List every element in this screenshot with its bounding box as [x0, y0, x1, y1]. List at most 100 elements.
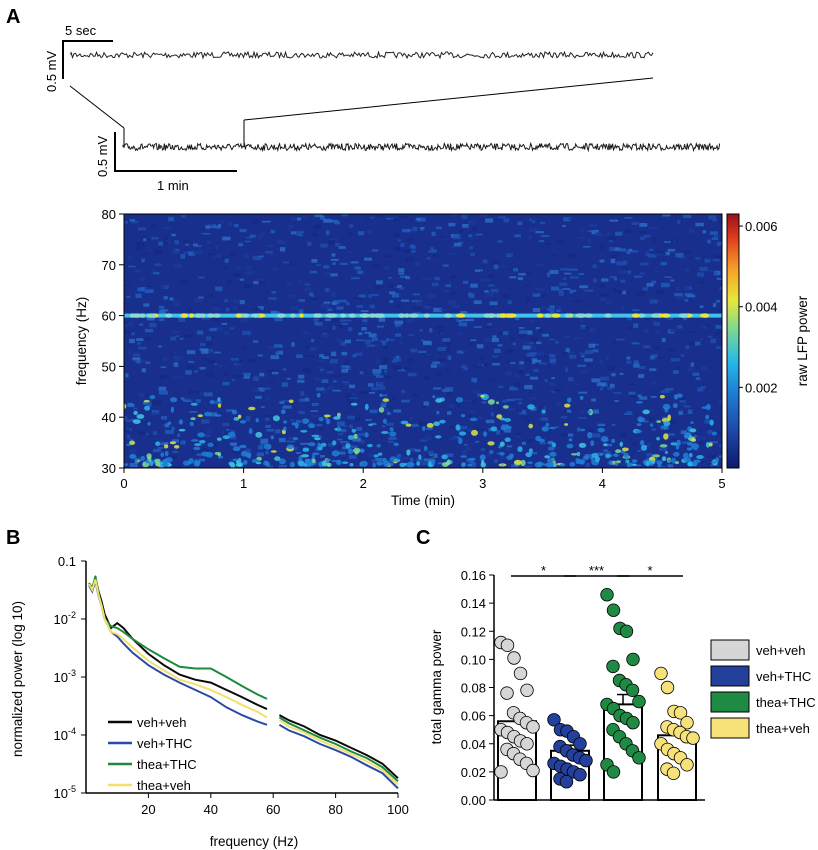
- spectrogram-texture: [158, 345, 162, 348]
- spectrogram-texture: [144, 328, 154, 333]
- spectrogram-texture: [614, 400, 619, 402]
- spectrogram-texture: [625, 412, 632, 415]
- spectrogram-texture: [257, 354, 263, 357]
- spectrogram-texture: [173, 302, 181, 306]
- spectrogram-texture: [624, 217, 633, 219]
- spectrogram-texture: [528, 342, 534, 345]
- spectrogram-texture: [352, 437, 361, 442]
- spectrogram-texture: [394, 304, 402, 308]
- spectrogram-texture: [427, 450, 434, 455]
- spectrogram-texture: [700, 281, 704, 285]
- spectrogram-texture: [265, 425, 271, 428]
- spectrogram-texture: [323, 218, 332, 223]
- low-gamma-power-blob: [496, 414, 503, 419]
- spectrogram-texture: [674, 367, 680, 370]
- low-gamma-power-blob: [636, 423, 642, 427]
- spectrogram-texture: [580, 369, 589, 374]
- spectrogram-texture: [536, 263, 544, 267]
- spectrogram-texture: [362, 323, 368, 326]
- spectrogram-texture: [310, 410, 318, 412]
- spectrogram-texture: [171, 250, 179, 254]
- spectrogram-texture: [559, 291, 564, 296]
- low-gamma-power-blob: [292, 437, 299, 441]
- spectrogram-texture: [221, 431, 226, 435]
- spectrogram-texture: [613, 392, 622, 394]
- gamma-y-tick-label: 0.10: [461, 652, 486, 667]
- spectrogram-texture: [310, 270, 318, 274]
- gamma-data-point: [632, 694, 646, 709]
- low-gamma-power-blob: [289, 461, 295, 468]
- spectrogram-texture: [450, 245, 457, 249]
- low-gamma-power-blob: [664, 451, 669, 454]
- spectrogram-texture: [206, 241, 211, 245]
- low-gamma-power-blob: [263, 443, 272, 450]
- spectrogram-texture: [333, 375, 342, 378]
- spectrogram-texture: [412, 393, 417, 398]
- spectrogram-texture: [297, 230, 305, 234]
- spectrogram-texture: [456, 403, 461, 408]
- spectrogram-texture: [467, 429, 474, 432]
- spectrogram-texture: [138, 346, 147, 350]
- low-gamma-power-blob: [311, 434, 320, 438]
- spectrogram-texture: [205, 225, 211, 229]
- spectrogram-texture: [529, 218, 533, 221]
- spectrogram-texture: [399, 287, 405, 290]
- spectrogram-texture: [473, 364, 482, 368]
- spectrogram-texture: [129, 438, 134, 442]
- spectrogram-texture: [518, 334, 526, 338]
- spectrogram-texture: [201, 419, 210, 424]
- low-gamma-power-blob: [536, 462, 545, 466]
- low-gamma-power-blob: [217, 403, 222, 408]
- spectrogram-texture: [562, 277, 567, 280]
- spectrogram-texture: [151, 236, 159, 240]
- spectrogram-texture: [475, 440, 480, 443]
- spectrogram-texture: [512, 342, 516, 346]
- spectrogram-texture: [199, 343, 207, 347]
- low-gamma-power-blob: [209, 400, 215, 405]
- spectrogram-texture: [401, 389, 405, 394]
- spectrogram-texture: [183, 400, 193, 403]
- spectrogram-texture: [539, 222, 545, 224]
- spectrogram-texture: [510, 362, 516, 364]
- spectrogram-texture: [578, 391, 588, 394]
- spectrogram-texture: [368, 392, 376, 394]
- low-gamma-power-blob: [170, 397, 178, 403]
- spectrogram-texture: [131, 220, 138, 224]
- spectrogram-texture: [471, 377, 478, 382]
- low-gamma-power-blob: [570, 453, 578, 456]
- spectrogram-texture: [484, 363, 488, 367]
- spectrogram-texture: [588, 230, 597, 233]
- line-noise-peak: [536, 313, 544, 318]
- spectrogram-texture: [552, 254, 557, 257]
- spectrogram-texture: [665, 251, 670, 256]
- spectrogram-texture: [505, 349, 515, 354]
- spectrogram-texture: [599, 259, 605, 263]
- spectrogram-texture: [287, 225, 294, 229]
- spectrogram-texture: [326, 386, 334, 390]
- spectrogram-y-tick-label: 80: [102, 207, 116, 222]
- low-gamma-power-blob: [599, 452, 604, 456]
- spectrogram-texture: [600, 376, 609, 381]
- low-gamma-power-blob: [288, 399, 294, 404]
- spectrogram-texture: [239, 229, 247, 233]
- low-gamma-power-blob: [547, 457, 555, 463]
- spectrogram-x-tick-label: 2: [360, 476, 367, 491]
- spectrogram-texture: [473, 300, 482, 305]
- spectrogram-texture: [244, 240, 251, 243]
- low-gamma-power-blob: [578, 442, 587, 448]
- spectrogram-texture: [542, 417, 549, 422]
- gamma-data-point: [573, 737, 587, 751]
- bottom-time-scale-label: 1 min: [157, 178, 189, 193]
- spectrogram-texture: [208, 253, 216, 256]
- spectrogram-texture: [556, 402, 561, 407]
- top-volt-scale-label: 0.5 mV: [44, 50, 59, 92]
- spectrogram-texture: [347, 415, 356, 420]
- low-gamma-power-blob: [645, 460, 651, 467]
- spectrogram-texture: [692, 458, 698, 460]
- gamma-legend-label: thea+veh: [756, 721, 810, 736]
- spectrogram-texture: [198, 276, 205, 279]
- spectrogram-x-label: Time (min): [391, 493, 455, 508]
- spectrogram-texture: [462, 224, 469, 228]
- spectrogram-texture: [325, 272, 331, 275]
